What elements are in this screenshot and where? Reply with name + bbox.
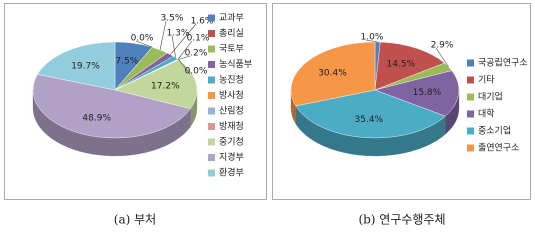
slice (374, 70, 460, 117)
legend-swatch (208, 107, 215, 115)
legend-label: 국공립연구소 (478, 58, 528, 69)
legend-swatch (467, 59, 474, 67)
data-label: 15.8% (413, 88, 442, 98)
leader-line (365, 39, 378, 43)
leader-line (435, 47, 449, 67)
data-label: 48.9% (82, 113, 111, 123)
slice (290, 41, 376, 107)
legend-label: 국토부 (219, 44, 244, 55)
legend-label: 대학 (478, 109, 495, 120)
leader-line (178, 59, 191, 75)
leader-line (171, 35, 176, 58)
leader-line (177, 40, 193, 60)
data-label: 1.3% (167, 29, 190, 39)
legend-label: 중소기업 (478, 126, 511, 137)
leader-line (159, 20, 167, 50)
legend-label: 대기업 (478, 92, 503, 103)
data-label: 3.5% (161, 14, 184, 24)
data-label: 35.4% (355, 115, 384, 125)
legend-swatch (208, 45, 215, 53)
legend-swatch (208, 169, 215, 177)
legend-label: 중기청 (219, 137, 244, 148)
legend-swatch (208, 61, 215, 68)
leader-line (170, 23, 197, 55)
data-label: 0.1% (187, 34, 210, 44)
caption: (b) 연구수행주체 (358, 212, 445, 227)
leader-line (178, 55, 191, 60)
slice (374, 41, 445, 91)
data-label: 1.6% (191, 17, 214, 27)
legend-swatch (467, 110, 474, 118)
legend-label: 총리실 (219, 28, 244, 39)
legend-label: 농식품부 (219, 59, 252, 70)
legend-label: 출연연구소 (478, 143, 519, 154)
data-label: 0.0% (185, 67, 208, 77)
legend-swatch (467, 93, 474, 101)
data-label: 0.2% (185, 49, 208, 59)
leader-line (135, 40, 153, 48)
legend-label: 기타 (478, 75, 495, 86)
data-label: 14.5% (387, 60, 416, 70)
slice (114, 59, 198, 110)
data-label: 0.0% (131, 34, 154, 44)
legend-label: 지경부 (219, 151, 244, 163)
data-label: 1.0% (361, 33, 384, 43)
legend-swatch (208, 123, 215, 130)
slice (295, 89, 446, 139)
data-label: 30.4% (318, 68, 347, 78)
legend-swatch (467, 127, 474, 135)
legend-swatch (208, 14, 215, 22)
legend-label: 교과부 (219, 13, 244, 24)
data-label: 2.9% (431, 41, 454, 51)
legend-swatch (467, 144, 474, 152)
slice (32, 74, 191, 139)
legend-label: 농진청 (219, 75, 244, 86)
legend-swatch (208, 30, 215, 37)
caption: (a) 부처 (114, 213, 156, 227)
legend-swatch (208, 154, 215, 161)
legend-label: 방사청 (219, 90, 244, 101)
legend-label: 방재청 (219, 121, 244, 132)
slice (37, 41, 116, 91)
data-label: 19.7% (71, 61, 100, 71)
legend-label: 환경부 (219, 167, 244, 179)
legend-label: 산림청 (219, 105, 244, 117)
legend-swatch (208, 92, 215, 99)
legend-swatch (208, 138, 215, 146)
legend-swatch (467, 76, 474, 84)
data-label: 17.2% (151, 81, 180, 91)
legend-swatch (208, 76, 215, 84)
data-label: 7.5% (115, 57, 138, 67)
